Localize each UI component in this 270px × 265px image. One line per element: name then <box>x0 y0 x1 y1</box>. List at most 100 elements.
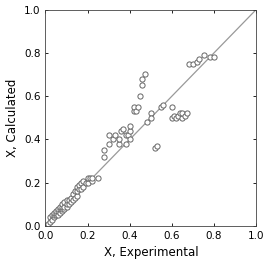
Point <box>128 137 132 142</box>
Point <box>71 198 75 202</box>
Point <box>195 59 199 64</box>
Point <box>77 183 81 187</box>
Point <box>69 200 73 204</box>
Point <box>96 176 100 180</box>
Point <box>54 213 58 217</box>
Point <box>201 53 206 57</box>
Y-axis label: X, Calculated: X, Calculated <box>6 79 19 157</box>
Point <box>81 185 86 189</box>
Point <box>149 116 153 120</box>
Point <box>172 113 176 118</box>
Point <box>75 189 79 193</box>
Point <box>155 144 159 148</box>
Point <box>69 196 73 200</box>
Point <box>159 105 164 109</box>
Point <box>45 222 50 226</box>
Point <box>191 61 195 66</box>
Point <box>121 126 126 131</box>
Point <box>73 196 77 200</box>
Point <box>113 133 117 137</box>
Point <box>66 202 71 206</box>
Point <box>60 209 65 213</box>
Point <box>60 202 65 206</box>
Point <box>64 202 69 206</box>
Point <box>117 142 122 146</box>
Point <box>58 204 62 209</box>
Point <box>48 220 52 224</box>
Point <box>86 176 90 180</box>
Point <box>187 61 191 66</box>
Point <box>134 109 138 113</box>
Point <box>184 111 189 116</box>
Point <box>75 194 79 198</box>
Point <box>52 211 56 215</box>
Point <box>81 178 86 183</box>
Point <box>123 142 128 146</box>
Point <box>75 185 79 189</box>
Point <box>174 116 178 120</box>
Point <box>56 213 60 217</box>
Point <box>56 209 60 213</box>
Point <box>90 178 94 183</box>
Point <box>50 217 54 222</box>
Point <box>107 133 111 137</box>
Point <box>161 103 166 107</box>
Point <box>58 207 62 211</box>
Point <box>142 72 147 77</box>
Point <box>140 83 144 87</box>
Point <box>79 181 83 185</box>
Point <box>183 113 187 118</box>
Point <box>136 105 140 109</box>
Point <box>86 181 90 185</box>
Point <box>66 198 71 202</box>
Point <box>79 187 83 191</box>
Point <box>153 146 157 150</box>
Point <box>180 116 185 120</box>
Point <box>62 207 67 211</box>
Point <box>126 133 130 137</box>
Point <box>180 111 185 116</box>
Point <box>73 189 77 193</box>
Point <box>83 181 88 185</box>
Point <box>140 77 144 81</box>
Point <box>107 142 111 146</box>
Point <box>87 176 92 180</box>
Point <box>170 116 174 120</box>
Point <box>60 204 65 209</box>
Point <box>138 94 143 98</box>
Point <box>62 200 67 204</box>
Point <box>208 55 212 59</box>
Point <box>111 137 115 142</box>
Point <box>52 215 56 219</box>
Point <box>77 187 81 191</box>
Point <box>170 105 174 109</box>
Point <box>128 129 132 133</box>
Point <box>132 109 136 113</box>
Point <box>149 111 153 116</box>
Point <box>197 57 201 61</box>
Point <box>54 211 58 215</box>
Point <box>90 176 94 180</box>
Point <box>176 113 180 118</box>
Point <box>123 133 128 137</box>
Point <box>128 124 132 129</box>
Point <box>50 213 54 217</box>
Point <box>178 111 183 116</box>
Point <box>64 204 69 209</box>
Point <box>144 120 149 124</box>
Point <box>48 215 52 219</box>
Point <box>71 191 75 196</box>
Point <box>117 137 122 142</box>
Point <box>62 204 67 209</box>
Point <box>54 209 58 213</box>
Point <box>58 211 62 215</box>
Point <box>52 213 56 217</box>
Point <box>56 207 60 211</box>
Point <box>102 148 107 152</box>
Point <box>132 105 136 109</box>
Point <box>64 198 69 202</box>
Point <box>212 55 216 59</box>
Point <box>119 129 123 133</box>
Point <box>60 207 65 211</box>
Point <box>102 155 107 159</box>
